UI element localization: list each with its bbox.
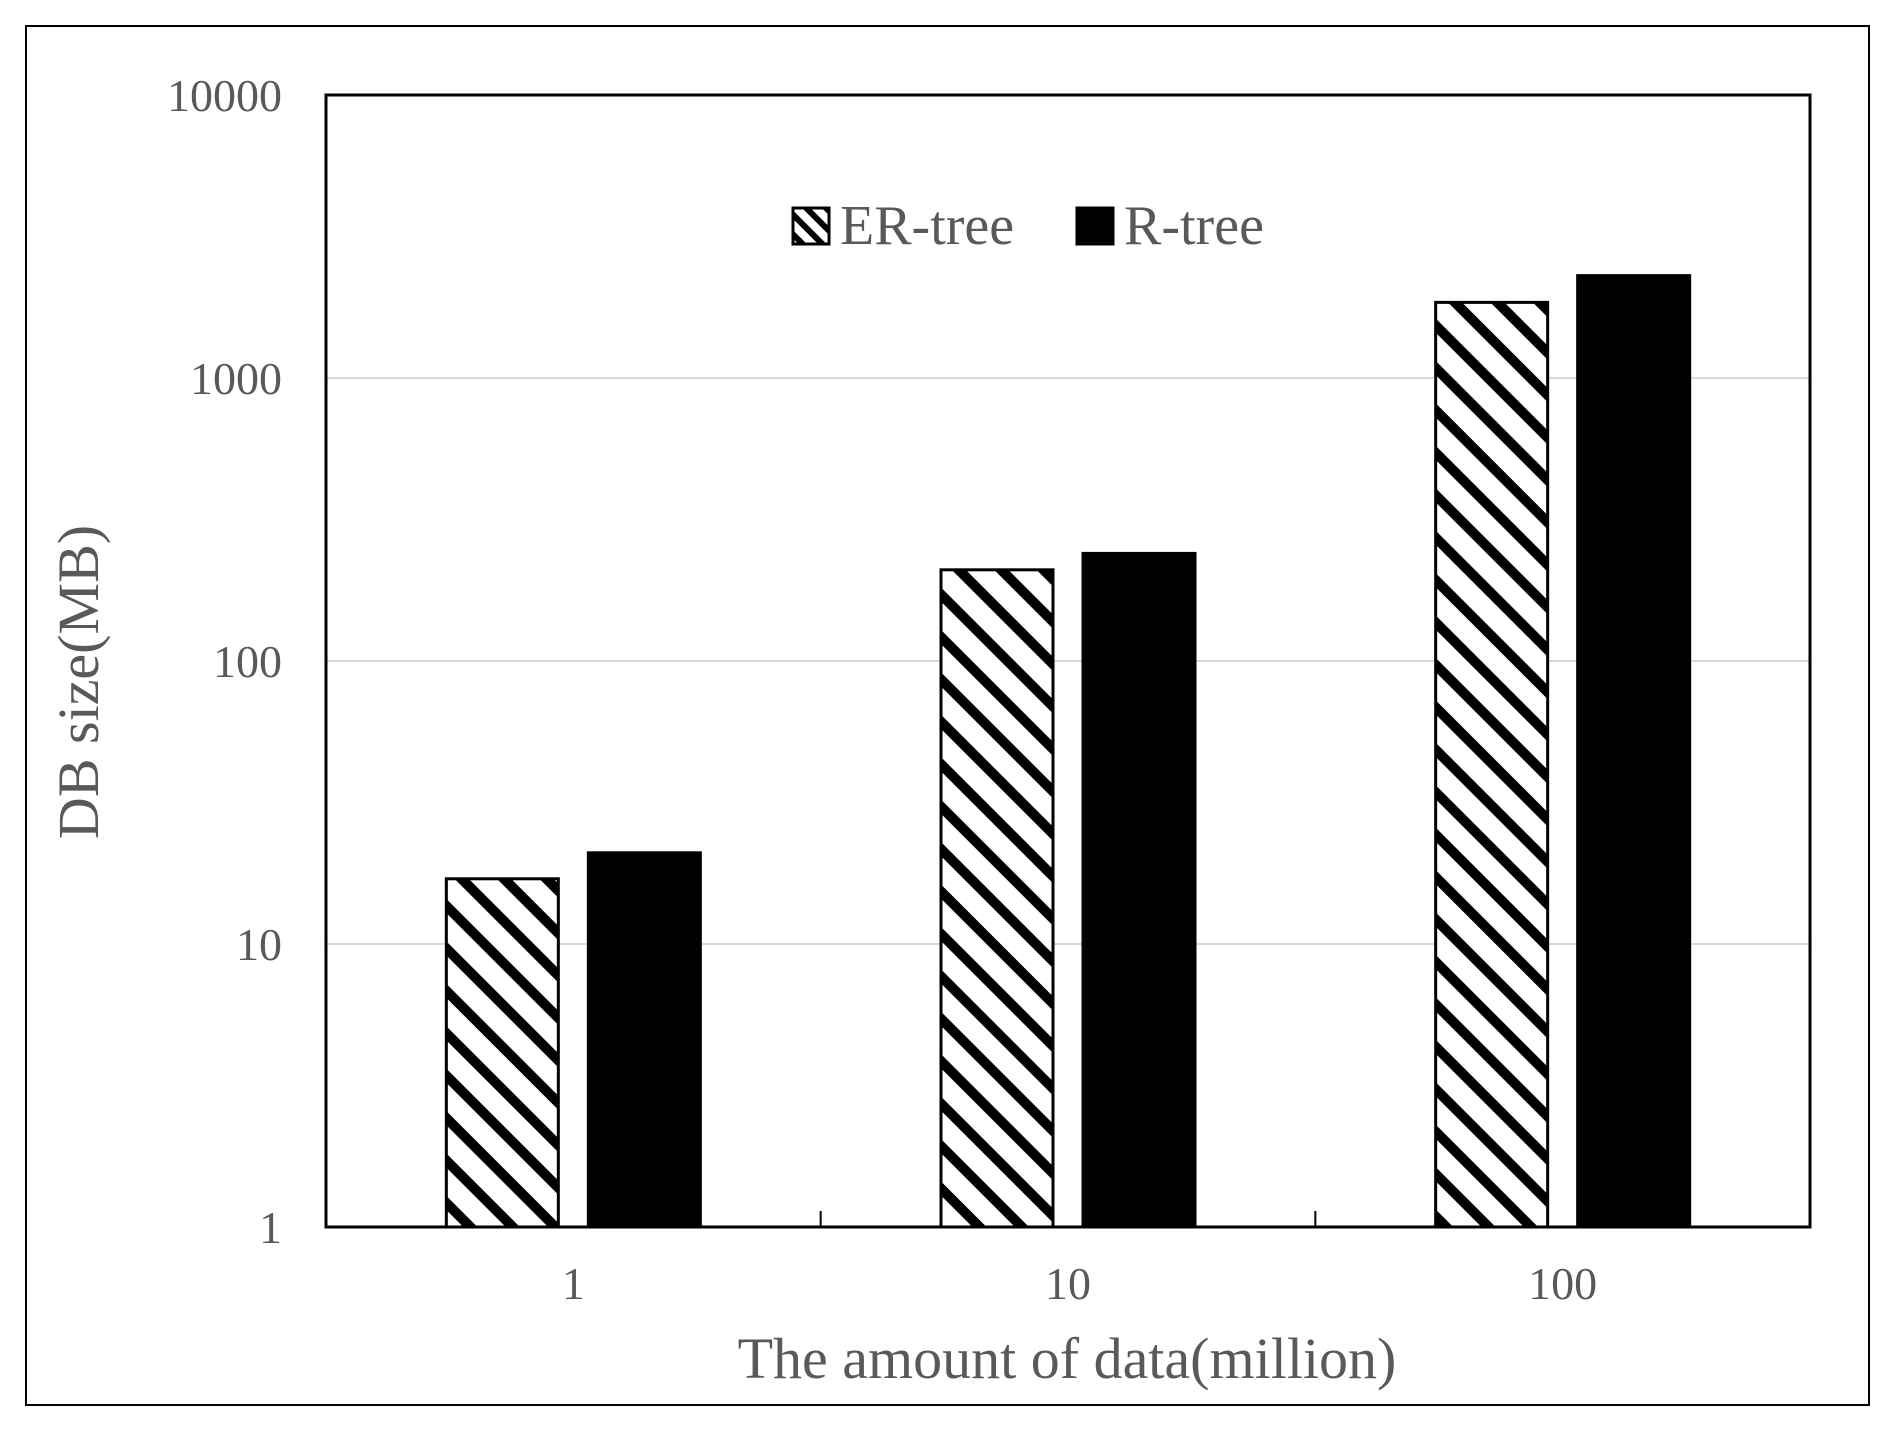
legend: ER-tree R-tree [791, 195, 1264, 257]
bar-er-tree-1 [444, 877, 560, 1229]
bar-er-tree-10 [939, 568, 1055, 1229]
y-tick-label: 1 [259, 1202, 282, 1253]
y-tick-label: 10000 [167, 70, 282, 121]
x-tick-label: 100 [1528, 1258, 1597, 1309]
y-tick-label: 10 [236, 919, 282, 970]
gridlines [326, 377, 1810, 945]
legend-label-r-tree: R-tree [1124, 195, 1264, 257]
x-axis-ticks [819, 1211, 1317, 1227]
bar-r-tree-100 [1576, 274, 1692, 1229]
legend-label-er-tree: ER-tree [840, 195, 1014, 257]
y-tick-label: 1000 [190, 353, 282, 404]
bar-r-tree-10 [1081, 551, 1197, 1229]
bars [444, 274, 1692, 1229]
bar-er-tree-100 [1434, 300, 1550, 1229]
legend-swatch-r-tree [1075, 206, 1115, 246]
x-axis-tick-labels: 1 10 100 [562, 1258, 1597, 1309]
x-tick-label: 10 [1045, 1258, 1091, 1309]
y-axis-tick-labels: 1 10 100 1000 10000 [167, 70, 282, 1253]
x-tick-label: 1 [562, 1258, 585, 1309]
y-tick-label: 100 [213, 636, 282, 687]
legend-swatch-er-tree [791, 206, 831, 246]
x-axis-title: The amount of data(million) [738, 1326, 1397, 1391]
bar-r-tree-1 [586, 851, 702, 1229]
y-axis-title: DB size(MB) [46, 525, 111, 839]
